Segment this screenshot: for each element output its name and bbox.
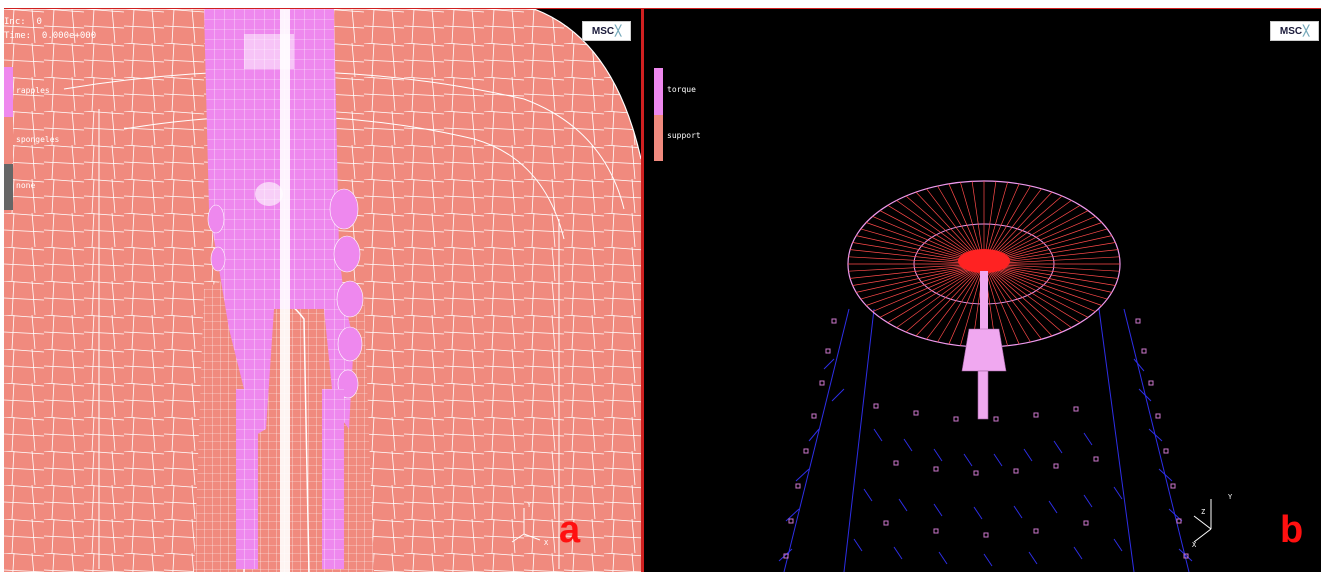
- disk-spoke: [852, 263, 985, 286]
- panel-letter-b: b: [1280, 509, 1304, 551]
- msc-logo: MSC ╳: [582, 21, 631, 41]
- disk-spoke: [856, 263, 985, 293]
- disk-spoke: [896, 263, 985, 328]
- disk-spoke: [866, 263, 985, 306]
- legend-label-torque: torque: [667, 85, 696, 94]
- legend-swatch-spongeles: [4, 117, 13, 163]
- axis-triad-icon: [511, 508, 541, 543]
- disk-spoke: [879, 263, 985, 318]
- disk-spoke: [983, 263, 1031, 343]
- axis-triad-icon-b: [1193, 499, 1212, 543]
- disk-spoke: [983, 263, 1020, 345]
- axis-label-x: X: [544, 539, 549, 547]
- disk-spoke: [915, 263, 985, 337]
- time-readout: Time: 0.000e+000: [4, 31, 97, 41]
- legend-swatch-rapples: [4, 67, 13, 117]
- axis-label-z-b: Z: [1201, 508, 1206, 516]
- disk-spoke: [983, 263, 1116, 286]
- disk-spoke: [872, 263, 985, 312]
- disk-spoke: [983, 263, 1053, 337]
- disk-spoke: [983, 263, 1081, 323]
- msc-logo-b: MSC ╳: [1270, 21, 1319, 41]
- disk-spoke: [983, 263, 1063, 333]
- disk-spoke: [887, 263, 985, 323]
- legend-label-rapples: rapples: [16, 86, 50, 95]
- viewport-panel-a[interactable]: Inc: 0 Time: 0.000e+000 MSC ╳ rapples sp…: [4, 9, 641, 572]
- legend-label-none: none: [16, 181, 36, 190]
- disk-spoke: [948, 263, 985, 345]
- disk-spoke: [860, 263, 985, 300]
- increment-readout: Inc: 0: [4, 17, 42, 27]
- msc-logo-x-icon-b: ╳: [1303, 25, 1310, 37]
- disk-spoke: [983, 263, 1042, 340]
- disk-spoke: [983, 263, 1112, 293]
- msc-logo-x-icon: ╳: [615, 25, 622, 37]
- legend-swatch-torque: [654, 68, 663, 115]
- viewport-panel-b[interactable]: MSC ╳ torque support Y Z X b: [644, 9, 1321, 572]
- disk-spoke: [983, 263, 1102, 306]
- msc-logo-text: MSC: [591, 25, 615, 37]
- legend-swatch-none: [4, 164, 13, 210]
- disk-spoke: [983, 263, 1072, 328]
- legend-label-spongeles: spongeles: [16, 135, 60, 144]
- panel-letter-a: a: [559, 509, 581, 551]
- legend-swatch-support: [654, 115, 663, 161]
- mesh-scene-a: [4, 9, 641, 572]
- disk-spoke: [937, 263, 985, 343]
- disk-spoke: [926, 263, 985, 340]
- disk-spoke: [983, 263, 1108, 300]
- top-border-right: [644, 8, 1321, 9]
- axis-label-y-b: Y: [1228, 493, 1233, 501]
- legend-label-support: support: [667, 131, 701, 140]
- axis-label-y: Y: [527, 501, 532, 509]
- msc-logo-text-b: MSC: [1279, 25, 1303, 37]
- panel-divider: [641, 8, 644, 572]
- disk-spoke: [983, 263, 1096, 312]
- disk-spoke: [905, 263, 985, 333]
- axis-label-x-b: X: [1192, 541, 1197, 549]
- disk-spoke: [983, 263, 1089, 318]
- loads-scene-b: [778, 180, 1193, 572]
